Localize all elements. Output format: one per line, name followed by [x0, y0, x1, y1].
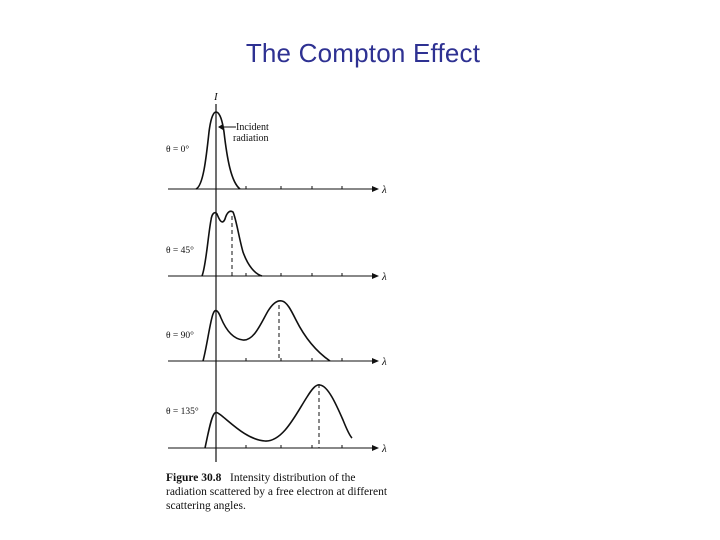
panel-theta-90: λ θ = 90°	[166, 300, 387, 368]
intensity-curve-90	[202, 300, 331, 362]
panel-theta-0: λ θ = 0° Incident radiation	[166, 111, 387, 196]
angle-label-0: θ = 0°	[166, 144, 189, 155]
panel-theta-135: λ θ = 135°	[166, 384, 387, 455]
intensity-curve-0	[195, 111, 241, 190]
x-axis-label-135: λ	[381, 443, 387, 455]
intensity-curve-45	[201, 210, 263, 277]
x-axis-label-0: λ	[381, 184, 387, 196]
panel-theta-45: λ θ = 45°	[166, 210, 387, 283]
ticks-135	[245, 445, 343, 448]
arrow-135	[372, 445, 379, 451]
slide-title: The Compton Effect	[245, 38, 481, 68]
peak-annotation-line-2: radiation	[233, 133, 269, 144]
peak-annotation-line-1: Incident	[236, 122, 269, 133]
angle-label-135: θ = 135°	[166, 406, 199, 417]
intensity-curve-135	[204, 384, 353, 449]
arrow-45	[372, 273, 379, 279]
arrow-90	[372, 358, 379, 364]
arrow-0	[372, 186, 379, 192]
figure-caption: Figure 30.8 Intensity distribution of th…	[166, 471, 396, 513]
x-axis-label-45: λ	[381, 271, 387, 283]
ticks-0	[245, 186, 343, 189]
ticks-90	[245, 358, 343, 361]
y-axis-label: I	[213, 91, 219, 103]
angle-label-90: θ = 90°	[166, 330, 194, 341]
x-axis-label-90: λ	[381, 356, 387, 368]
ticks-45	[245, 273, 343, 276]
figure-number: Figure 30.8	[166, 472, 222, 484]
angle-label-45: θ = 45°	[166, 245, 194, 256]
figure-caption-text: Intensity distribution of the radiation …	[166, 472, 388, 512]
annotation-arrowhead	[218, 124, 223, 130]
